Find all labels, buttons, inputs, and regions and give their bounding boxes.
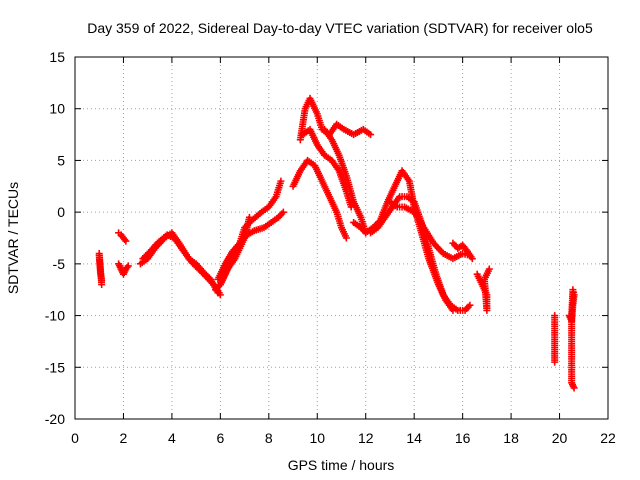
x-tick-label: 2 xyxy=(120,430,128,446)
data-series-trace-r xyxy=(473,265,493,314)
y-tick-label: 10 xyxy=(49,101,65,117)
data-point xyxy=(216,291,224,299)
x-tick-label: 22 xyxy=(600,430,616,446)
data-series-trace-i xyxy=(216,213,253,289)
data-point xyxy=(551,358,559,366)
data-point xyxy=(468,255,476,263)
x-axis-label: GPS time / hours xyxy=(288,457,395,473)
y-tick-label: 15 xyxy=(49,49,65,65)
y-tick-label: -15 xyxy=(45,359,65,375)
data-series-trace-l xyxy=(299,125,355,211)
data-point xyxy=(342,234,350,242)
x-tick-label: 20 xyxy=(552,430,568,446)
data-point xyxy=(367,131,375,139)
x-tick-label: 10 xyxy=(309,430,325,446)
data-point xyxy=(277,177,285,185)
data-series-trace-k xyxy=(296,94,375,144)
grid-lines xyxy=(75,57,608,419)
data-series-trace-q xyxy=(449,239,476,263)
data-point xyxy=(124,262,132,270)
x-tick-label: 14 xyxy=(406,430,422,446)
plot-frame xyxy=(74,56,609,420)
data-point xyxy=(466,301,474,309)
x-tick-label: 8 xyxy=(265,430,273,446)
data-series-trace-e xyxy=(136,229,222,297)
data-series-trace-t xyxy=(565,286,578,392)
y-tick-label: 5 xyxy=(57,152,65,168)
y-tick-label: -10 xyxy=(45,308,65,324)
x-tick-label: 18 xyxy=(503,430,519,446)
data-series-trace-p xyxy=(386,198,474,263)
data-point xyxy=(485,265,493,273)
axis-ticks: 0 2 4 6 8 10 12 14 16 18 20 22 -20 -15 -10 -5 0 5 10 15 xyxy=(45,49,616,446)
data-points xyxy=(95,94,578,392)
y-axis-label: SDTVAR / TECUs xyxy=(5,182,21,294)
y-tick-label: 0 xyxy=(57,204,65,220)
data-series-trace-m xyxy=(321,125,370,237)
data-point xyxy=(98,276,106,284)
data-point xyxy=(570,384,578,392)
y-tick-label: -20 xyxy=(45,411,65,427)
x-tick-label: 6 xyxy=(216,430,224,446)
y-tick-label: -5 xyxy=(53,256,66,272)
data-series-trace-d xyxy=(115,260,132,278)
data-series-trace-s xyxy=(551,312,559,366)
data-point xyxy=(245,213,253,221)
x-tick-label: 16 xyxy=(455,430,471,446)
data-series-trace-b xyxy=(95,252,106,284)
x-tick-label: 4 xyxy=(168,430,176,446)
data-point xyxy=(279,208,287,216)
x-tick-label: 0 xyxy=(71,430,79,446)
chart-title: Day 359 of 2022, Sidereal Day-to-day VTE… xyxy=(87,20,593,36)
x-tick-label: 12 xyxy=(358,430,374,446)
data-series-trace-j xyxy=(289,156,350,242)
data-point xyxy=(122,237,130,245)
data-series-trace-c xyxy=(115,229,130,245)
data-series-trace-f xyxy=(139,231,224,299)
